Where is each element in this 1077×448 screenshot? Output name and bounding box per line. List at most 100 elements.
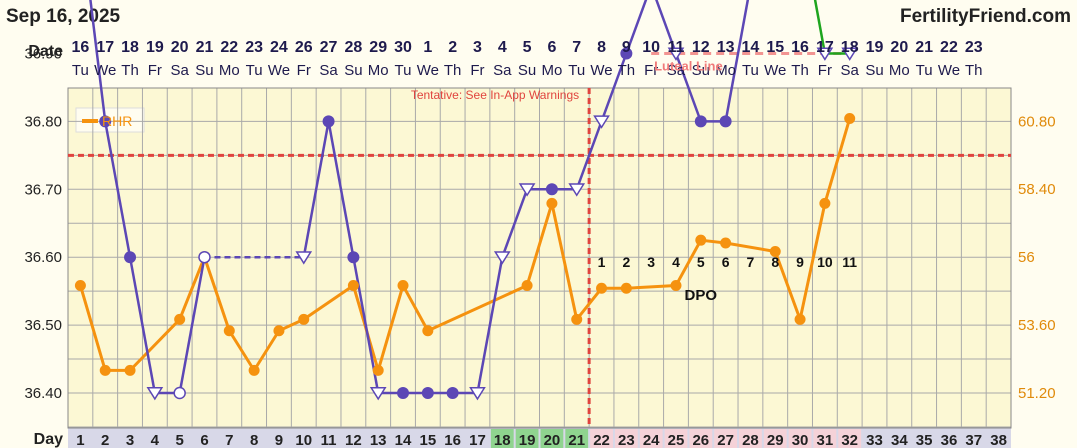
y-right-tick: 58.40 bbox=[1018, 181, 1056, 198]
day-tick: 14 bbox=[395, 432, 412, 448]
day-tick: 10 bbox=[295, 432, 312, 448]
day-cell bbox=[515, 429, 539, 448]
temp-line-segment bbox=[724, 0, 750, 122]
dpo-label: 9 bbox=[796, 254, 804, 270]
y-left-tick: 36.70 bbox=[24, 181, 62, 198]
y-right-tick: 60.80 bbox=[1018, 113, 1056, 130]
temp-point bbox=[397, 387, 410, 399]
weekday-tick: Su bbox=[195, 62, 213, 79]
temp-line-segment bbox=[302, 121, 330, 258]
dpo-caption: DPO bbox=[685, 287, 718, 304]
day-tick: 5 bbox=[175, 432, 183, 448]
day-tick: 7 bbox=[225, 432, 233, 448]
day-cell bbox=[838, 429, 862, 448]
date-row-label: Date bbox=[28, 43, 63, 60]
day-tick: 24 bbox=[643, 432, 660, 448]
day-tick: 8 bbox=[250, 432, 258, 448]
rhr-point bbox=[347, 279, 359, 291]
day-cell bbox=[614, 429, 638, 448]
rhr-point bbox=[273, 325, 285, 337]
day-tick: 11 bbox=[321, 432, 337, 448]
weekday-tick: Fr bbox=[644, 62, 658, 79]
temp-point bbox=[99, 115, 112, 128]
day-cell bbox=[317, 429, 340, 448]
tentative-annotation: Tentative: See In-App Warnings bbox=[411, 88, 579, 102]
date-tick: 21 bbox=[915, 39, 933, 56]
day-cell bbox=[763, 429, 787, 448]
weekday-tick: Fr bbox=[148, 62, 162, 79]
day-cell bbox=[267, 429, 291, 448]
day-cell bbox=[93, 429, 117, 448]
temp-line-segment bbox=[103, 121, 132, 258]
rhr-point bbox=[99, 364, 111, 376]
day-cell bbox=[540, 429, 564, 448]
day-tick: 38 bbox=[990, 432, 1007, 448]
date-tick: 15 bbox=[766, 39, 784, 56]
day-tick: 16 bbox=[444, 432, 461, 448]
weekday-tick: Th bbox=[965, 62, 983, 79]
day-tick: 33 bbox=[866, 432, 883, 448]
date-tick: 24 bbox=[270, 39, 288, 56]
date-tick: 30 bbox=[394, 39, 412, 56]
day-tick: 23 bbox=[618, 432, 635, 448]
luteal-line-label: Luteal Line bbox=[654, 59, 723, 74]
weekday-tick: Mo bbox=[219, 62, 240, 79]
weekday-tick: Mo bbox=[541, 62, 562, 79]
day-tick: 1 bbox=[76, 432, 84, 448]
temp-point-triangle bbox=[667, 47, 685, 61]
day-tick: 36 bbox=[941, 432, 958, 448]
weekday-tick: Th bbox=[121, 62, 139, 79]
y-left-tick: 36.50 bbox=[24, 317, 62, 334]
weekday-tick: Th bbox=[618, 62, 636, 79]
rhr-point bbox=[769, 246, 781, 257]
y-right-tick: 53.60 bbox=[1018, 317, 1056, 334]
temp-point bbox=[620, 47, 633, 60]
day-tick: 15 bbox=[419, 432, 436, 448]
date-tick: 28 bbox=[344, 39, 362, 56]
y-right-tick: 56 bbox=[1018, 249, 1035, 266]
day-cell bbox=[739, 429, 762, 448]
plot-border bbox=[67, 87, 1012, 429]
dpo-label: 10 bbox=[817, 254, 833, 270]
date-tick: 26 bbox=[295, 39, 313, 56]
day-tick: 30 bbox=[792, 432, 809, 448]
rhr-point bbox=[596, 282, 608, 294]
weekday-tick: Tu bbox=[395, 62, 412, 79]
weekday-tick: Tu bbox=[568, 62, 585, 79]
weekday-tick: Tu bbox=[742, 62, 759, 79]
date-tick: 14 bbox=[742, 39, 760, 56]
date-tick: 18 bbox=[121, 39, 139, 56]
day-tick: 32 bbox=[841, 432, 858, 448]
temp-line-segment bbox=[674, 53, 702, 122]
day-tick: 34 bbox=[891, 432, 908, 448]
weekday-tick: Su bbox=[865, 62, 883, 79]
day-tick: 3 bbox=[126, 432, 134, 448]
temp-point-triangle bbox=[816, 47, 834, 61]
weekday-tick: We bbox=[590, 62, 612, 79]
temp-line-segment bbox=[625, 0, 648, 54]
temp-point-triangle bbox=[469, 387, 486, 401]
day-cell bbox=[714, 429, 738, 448]
temp-line-segment bbox=[89, 0, 107, 122]
rhr-point bbox=[223, 325, 235, 337]
day-tick: 22 bbox=[593, 432, 610, 448]
rhr-point bbox=[372, 364, 384, 376]
day-tick: 18 bbox=[494, 432, 511, 448]
day-cell bbox=[217, 429, 241, 448]
rhr-point bbox=[571, 313, 583, 325]
date-tick: 9 bbox=[622, 39, 631, 56]
date-tick: 23 bbox=[965, 39, 983, 56]
day-cell bbox=[813, 429, 837, 448]
weekday-tick: Mo bbox=[368, 62, 389, 79]
temp-point-triangle bbox=[841, 47, 859, 61]
date-tick: 12 bbox=[692, 39, 710, 56]
dpo-label: 2 bbox=[622, 254, 630, 270]
temp-point bbox=[719, 115, 732, 128]
day-cell bbox=[639, 429, 663, 448]
chart-date-title: Sep 16, 2025 bbox=[6, 6, 121, 27]
rhr-point bbox=[422, 325, 434, 337]
temp-line-segment bbox=[600, 53, 628, 122]
date-tick: 6 bbox=[547, 39, 556, 56]
day-cell bbox=[664, 429, 688, 448]
